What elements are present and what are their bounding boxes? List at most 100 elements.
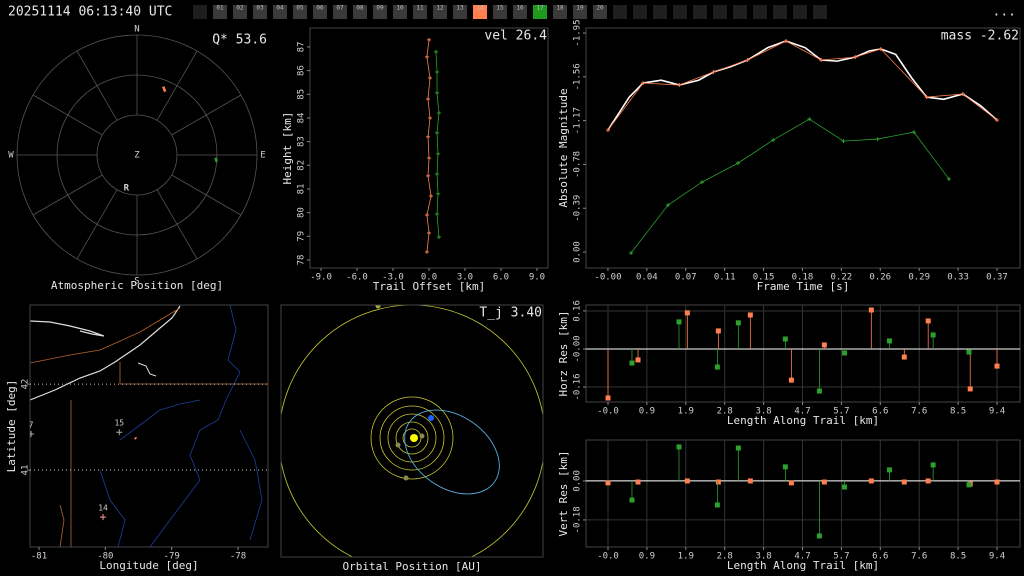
point-marker: [435, 212, 440, 217]
tab[interactable]: [413, 5, 427, 19]
stem-marker: [747, 312, 753, 318]
x-tick-label: 0.9: [639, 552, 655, 562]
coastline: [30, 305, 181, 401]
plot-area: [424, 37, 441, 254]
tab[interactable]: [593, 5, 607, 19]
tab-empty: [613, 5, 627, 19]
tab[interactable]: [493, 5, 507, 19]
series-line: [630, 118, 950, 254]
y-tick-label: 87: [297, 42, 307, 53]
polar-spoke: [156, 50, 198, 121]
point-marker: [875, 137, 880, 142]
stem-marker: [788, 480, 794, 486]
tab[interactable]: [533, 5, 547, 19]
y-tick-label: 42: [21, 379, 31, 390]
border: [30, 307, 181, 364]
stem-marker: [966, 349, 972, 355]
station-marker: [100, 514, 107, 521]
orbit: [370, 396, 454, 480]
tab[interactable]: [273, 5, 287, 19]
y-tick-label: 86: [297, 65, 307, 76]
tab[interactable]: [453, 5, 467, 19]
stem-marker: [868, 478, 874, 484]
x-tick-label: 3.8: [755, 407, 771, 417]
point-marker: [424, 54, 429, 59]
tab-label: 01: [216, 5, 224, 12]
y-tick-label: 83: [297, 136, 307, 147]
annotation: Q* 53.6: [212, 33, 267, 48]
stem-marker: [925, 318, 931, 324]
x-tick-label: 3.8: [755, 552, 771, 562]
direction-label: S: [134, 277, 139, 287]
x-tick-label: 2.8: [717, 407, 733, 417]
tab[interactable]: [373, 5, 387, 19]
tab-empty: [653, 5, 667, 19]
x-tick-label: -3.0: [382, 273, 404, 283]
point-marker: [605, 128, 610, 133]
point-marker: [436, 110, 441, 115]
stem-marker: [782, 464, 788, 470]
tab[interactable]: [433, 5, 447, 19]
station-label: R: [124, 183, 130, 193]
tab[interactable]: [573, 5, 587, 19]
direction-label: W: [8, 151, 14, 161]
x-tick-label: 9.4: [989, 552, 1005, 562]
stem-marker: [886, 338, 892, 344]
tab-empty: [673, 5, 687, 19]
point-marker: [745, 58, 750, 63]
tab[interactable]: [473, 5, 487, 19]
y-tick-label: -1.95: [573, 20, 583, 47]
x-tick-label: 7.6: [911, 407, 927, 417]
tab[interactable]: [353, 5, 367, 19]
point-marker: [665, 203, 670, 208]
plot-area: [586, 305, 1020, 402]
orbit-diagram: [281, 305, 543, 557]
tab-label: 10: [396, 5, 404, 12]
point-marker: [424, 212, 429, 217]
series-line: [435, 51, 440, 238]
river: [149, 305, 241, 547]
stem-marker: [715, 479, 721, 485]
x-tick-label: 0.07: [675, 273, 697, 283]
point-marker: [427, 37, 431, 42]
tab[interactable]: [333, 5, 347, 19]
point-marker: [911, 130, 916, 135]
plot-area: 14 15 7: [30, 383, 268, 521]
stem-marker: [842, 350, 848, 356]
stem-marker: [901, 479, 907, 485]
polar-spoke: [32, 174, 103, 216]
y-axis-label: Latitude [deg]: [5, 380, 18, 473]
stem-marker: [605, 395, 611, 401]
stem-marker: [735, 445, 741, 451]
stem-marker: [735, 320, 741, 326]
tab[interactable]: [253, 5, 267, 19]
stem-marker: [994, 479, 1000, 485]
point-marker: [427, 115, 432, 120]
menu-button[interactable]: ...: [993, 5, 1016, 20]
planet: [395, 442, 401, 448]
x-axis-label: Trail Offset [km]: [373, 280, 486, 293]
plot-area: [586, 440, 1020, 547]
stem-marker: [930, 332, 936, 338]
point-marker: [771, 138, 776, 143]
x-tick-label: -9.0: [310, 273, 332, 283]
tab-empty: [753, 5, 767, 19]
x-tick-label: 0.22: [831, 273, 853, 283]
stem-marker: [788, 377, 794, 383]
tab[interactable]: [293, 5, 307, 19]
tab[interactable]: [213, 5, 227, 19]
meteoroid-orbit: [404, 409, 500, 495]
tab-label: 08: [356, 5, 364, 12]
tab[interactable]: [393, 5, 407, 19]
stem-marker: [676, 319, 682, 325]
tab-label: 06: [316, 5, 324, 12]
tab[interactable]: [313, 5, 327, 19]
tab[interactable]: [513, 5, 527, 19]
point-marker: [819, 58, 824, 63]
x-tick-label: 5.7: [833, 407, 849, 417]
x-tick-label: 0.04: [636, 273, 658, 283]
tab[interactable]: [553, 5, 567, 19]
tab[interactable]: [233, 5, 247, 19]
panel-title: Atmospheric Position [deg]: [51, 279, 223, 292]
y-tick-label: 78: [297, 255, 307, 266]
